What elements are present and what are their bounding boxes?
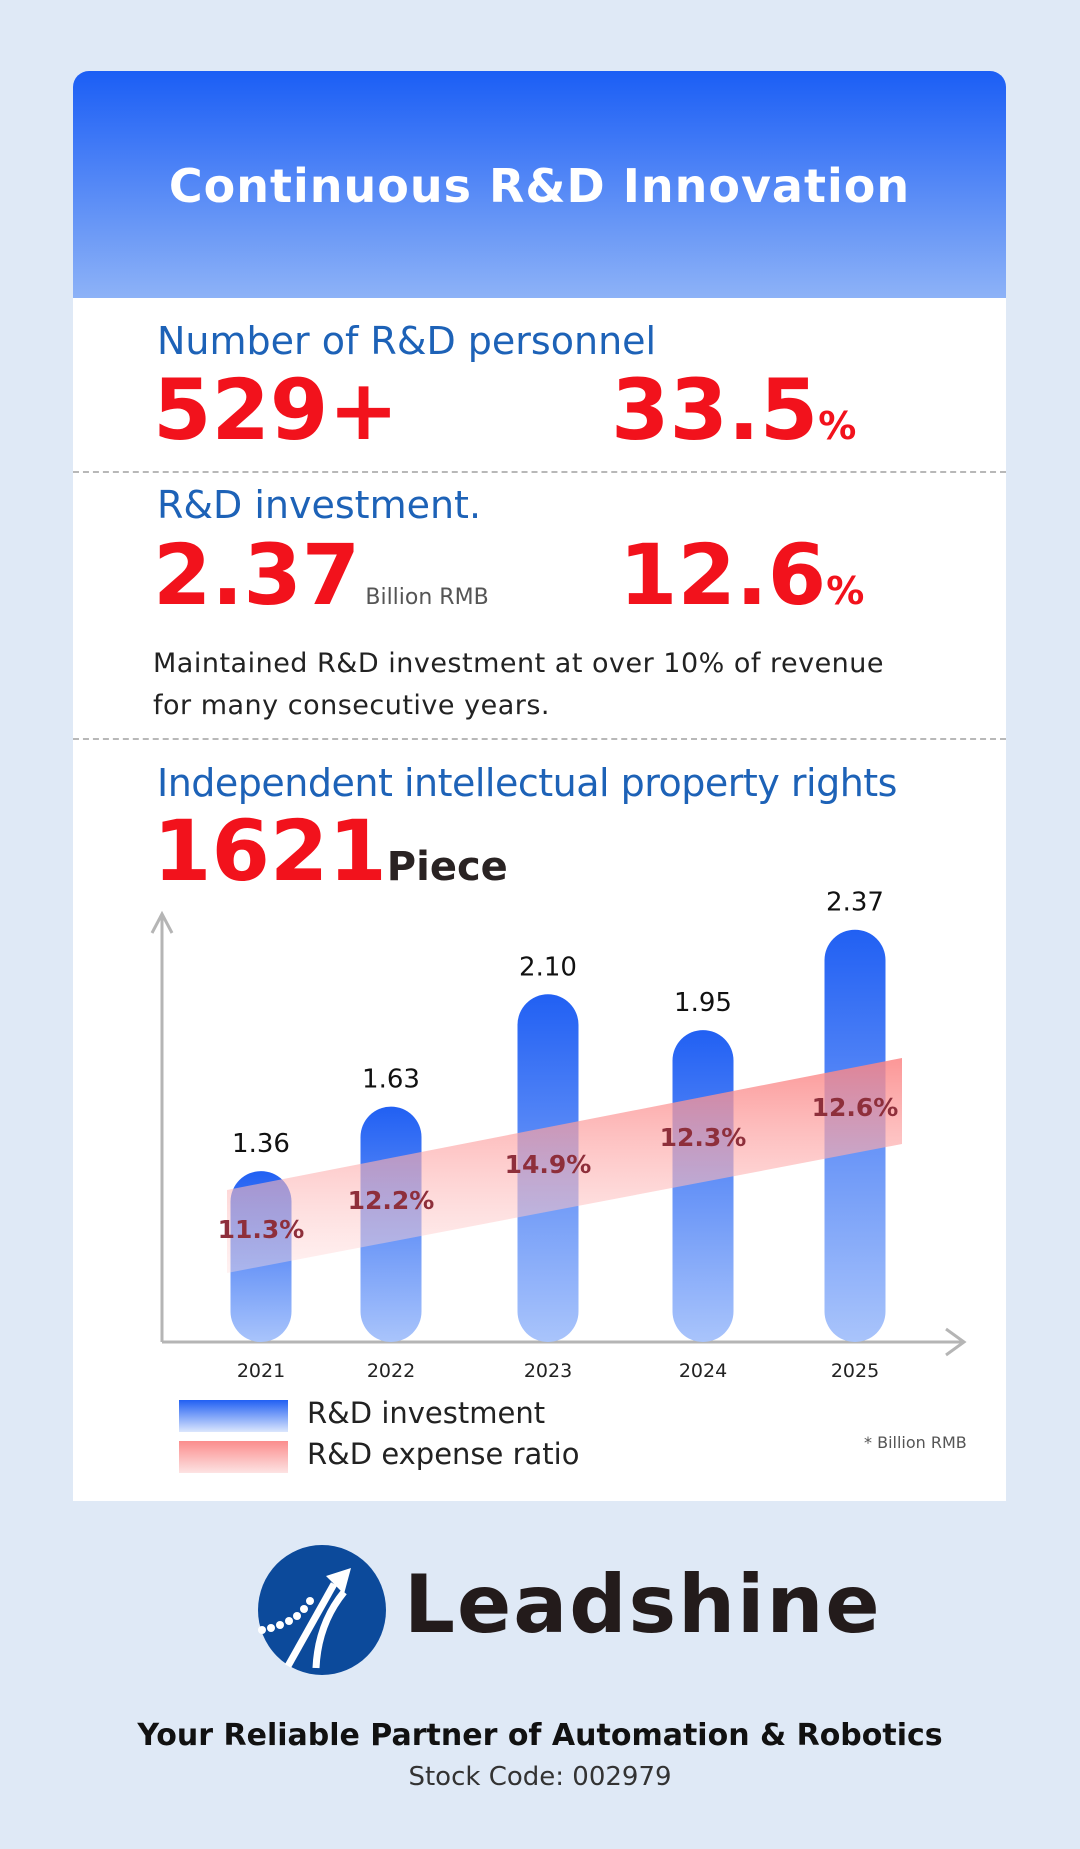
logo (256, 1544, 388, 1680)
stock-code: Stock Code: 002979 (408, 1762, 672, 1792)
investment-note-line2: for many consecutive years. (153, 690, 550, 721)
bar-value-label: 2.10 (519, 952, 577, 982)
ip-count: 1621 (153, 802, 387, 900)
ip-count-row: 1621Piece (153, 809, 508, 893)
page-title: Continuous R&D Innovation (168, 159, 911, 213)
percent-sign: % (818, 404, 857, 448)
expense-ratio-band (227, 1058, 902, 1273)
rd-chart: 1.36 2021 1.63 2022 2.10 2023 1.95 2024 2.37 2025… (150, 888, 967, 1473)
divider (73, 471, 1006, 473)
bar-value-label: 2.37 (826, 888, 884, 918)
legend-label-ratio: R&D expense ratio (307, 1437, 580, 1471)
ip-heading: Independent intellectual property rights (157, 761, 897, 805)
divider (73, 738, 1006, 740)
percent-sign: % (826, 569, 865, 613)
investment-unit: Billion RMB (365, 585, 489, 610)
personnel-heading: Number of R&D personnel (157, 319, 657, 363)
investment-ratio: 12.6% (619, 533, 864, 617)
ratio-label: 12.6% (812, 1093, 899, 1122)
investment-note-line1: Maintained R&D investment at over 10% of… (153, 648, 885, 679)
header-banner: Continuous R&D Innovation (73, 71, 1006, 298)
personnel-count: 529+ (153, 361, 399, 459)
investment-amount-value: 2.37 (153, 526, 361, 624)
x-tick-label: 2023 (524, 1360, 572, 1382)
brand-name: Leadshine (404, 1558, 882, 1651)
x-tick-label: 2025 (831, 1360, 879, 1382)
ratio-label: 14.9% (505, 1150, 592, 1179)
investment-amount: 2.37 Billion RMB (153, 533, 489, 617)
ratio-label: 11.3% (218, 1215, 305, 1244)
leadshine-logo-icon (258, 1545, 386, 1675)
personnel-ratio-value: 33.5 (611, 361, 819, 459)
x-tick-label: 2021 (237, 1360, 285, 1382)
tagline: Your Reliable Partner of Automation & Ro… (137, 1718, 943, 1753)
bar-value-label: 1.36 (232, 1129, 290, 1159)
infographic-card: Continuous R&D Innovation Number of R&D … (73, 71, 1006, 1501)
ratio-label: 12.2% (348, 1186, 435, 1215)
legend-swatch-ratio (179, 1441, 288, 1473)
x-tick-label: 2024 (679, 1360, 727, 1382)
legend-swatch-investment (179, 1400, 288, 1432)
personnel-ratio: 33.5% (611, 368, 856, 452)
ratio-label: 12.3% (660, 1123, 747, 1152)
x-tick-label: 2022 (367, 1360, 415, 1382)
investment-heading: R&D investment. (157, 483, 482, 527)
bar-value-label: 1.63 (362, 1065, 420, 1095)
ip-unit: Piece (386, 844, 508, 890)
x-axis (162, 1327, 967, 1357)
y-axis (150, 910, 174, 1342)
unit-note: * Billion RMB (864, 1433, 967, 1452)
legend-label-investment: R&D investment (307, 1396, 546, 1430)
investment-ratio-value: 12.6 (619, 526, 827, 624)
bar-value-label: 1.95 (674, 988, 732, 1018)
